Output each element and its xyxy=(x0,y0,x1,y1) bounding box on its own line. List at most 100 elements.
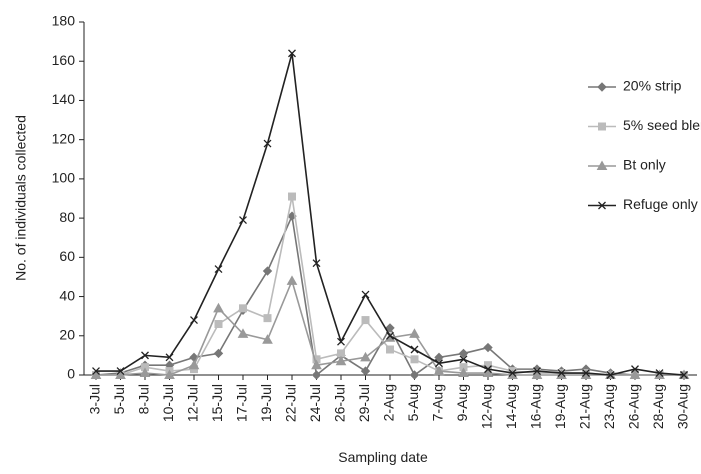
legend-label: 20% strip xyxy=(623,78,682,94)
x-tick-label: 14-Aug xyxy=(503,384,519,429)
x-tick-label: 29-Jul xyxy=(356,384,372,422)
data-point xyxy=(141,351,149,360)
legend-label: Bt only xyxy=(623,157,666,173)
data-point xyxy=(458,367,469,378)
legend-marker xyxy=(596,160,608,170)
data-point xyxy=(92,367,100,376)
x-tick-label: 8-Jul xyxy=(136,384,152,414)
data-point xyxy=(386,331,394,340)
data-point xyxy=(286,275,298,285)
data-point xyxy=(655,369,664,377)
data-point xyxy=(164,369,175,379)
data-point xyxy=(433,365,445,376)
data-point xyxy=(311,359,322,370)
x-tick-label: 28-Aug xyxy=(650,384,666,429)
data-point xyxy=(90,369,102,379)
x-tick-label: 10-Jul xyxy=(160,384,176,422)
y-tick-label: 120 xyxy=(52,130,76,146)
data-point xyxy=(360,351,371,362)
data-point xyxy=(531,369,543,379)
data-point xyxy=(263,314,272,323)
data-point xyxy=(213,302,224,313)
x-axis-title: Sampling date xyxy=(338,449,428,465)
data-point xyxy=(484,365,492,374)
x-tick-label: 22-Jul xyxy=(283,384,299,422)
data-point xyxy=(288,49,296,58)
x-tick-label: 2-Aug xyxy=(381,384,397,421)
data-point xyxy=(458,348,469,359)
data-point xyxy=(288,192,296,201)
data-point xyxy=(385,323,395,333)
data-point xyxy=(483,342,493,353)
data-point xyxy=(214,265,223,274)
data-point xyxy=(631,365,639,374)
data-point xyxy=(435,359,443,368)
y-tick-label: 60 xyxy=(59,248,75,264)
x-tick-label: 21-Aug xyxy=(577,384,593,429)
x-tick-label: 26-Jul xyxy=(332,384,348,422)
legend-label: Refuge only xyxy=(623,196,698,212)
data-point xyxy=(188,359,200,370)
data-point xyxy=(239,216,247,225)
legend-marker xyxy=(598,122,606,131)
x-tick-label: 5-Jul xyxy=(111,384,127,414)
data-point xyxy=(361,316,370,325)
data-point xyxy=(386,345,394,354)
data-point xyxy=(237,328,249,338)
legend-marker xyxy=(597,82,607,92)
data-point xyxy=(139,367,151,378)
data-point xyxy=(606,371,615,379)
data-point xyxy=(263,139,272,148)
data-point xyxy=(409,328,420,338)
x-tick-label: 15-Jul xyxy=(209,384,225,422)
data-point xyxy=(482,367,494,378)
data-point xyxy=(165,353,174,362)
data-point xyxy=(410,355,419,364)
x-tick-label: 9-Aug xyxy=(454,384,470,421)
data-point xyxy=(337,337,345,346)
data-point xyxy=(335,355,347,366)
x-tick-label: 3-Jul xyxy=(87,384,103,414)
y-tick-label: 20 xyxy=(59,326,75,342)
x-tick-label: 5-Aug xyxy=(405,384,421,421)
y-tick-label: 40 xyxy=(59,287,75,303)
x-tick-label: 7-Aug xyxy=(430,384,446,421)
data-point xyxy=(214,320,223,329)
x-tick-label: 12-Aug xyxy=(479,384,495,429)
x-tick-label: 19-Jul xyxy=(258,384,274,422)
data-point xyxy=(262,266,273,276)
data-point xyxy=(533,367,541,376)
y-tick-label: 0 xyxy=(67,366,75,382)
data-point xyxy=(361,290,370,299)
data-point xyxy=(239,304,247,313)
data-point xyxy=(410,345,419,354)
data-point xyxy=(629,369,641,379)
x-tick-label: 23-Aug xyxy=(601,384,617,429)
legend-label: 5% seed blend xyxy=(623,117,701,133)
data-point xyxy=(557,369,566,377)
y-tick-label: 160 xyxy=(52,52,76,68)
y-tick-label: 100 xyxy=(52,170,76,186)
data-point xyxy=(360,366,371,376)
x-tick-label: 24-Jul xyxy=(307,384,323,422)
data-point xyxy=(262,334,273,344)
data-point xyxy=(116,367,125,376)
data-point xyxy=(312,259,321,268)
data-point xyxy=(213,348,224,359)
data-point xyxy=(115,369,126,379)
data-point xyxy=(190,316,198,325)
data-point xyxy=(409,370,420,380)
data-point xyxy=(434,352,444,363)
data-point xyxy=(311,370,322,380)
x-tick-label: 30-Aug xyxy=(675,384,691,429)
x-tick-label: 16-Aug xyxy=(528,384,544,429)
data-point xyxy=(508,369,517,377)
y-tick-label: 80 xyxy=(59,209,75,225)
data-point xyxy=(459,355,468,364)
x-tick-label: 12-Jul xyxy=(185,384,201,422)
x-tick-label: 19-Aug xyxy=(552,384,568,429)
data-point xyxy=(680,371,688,379)
y-tick-label: 140 xyxy=(52,91,76,107)
y-axis-title: No. of individuals collected xyxy=(13,115,29,281)
